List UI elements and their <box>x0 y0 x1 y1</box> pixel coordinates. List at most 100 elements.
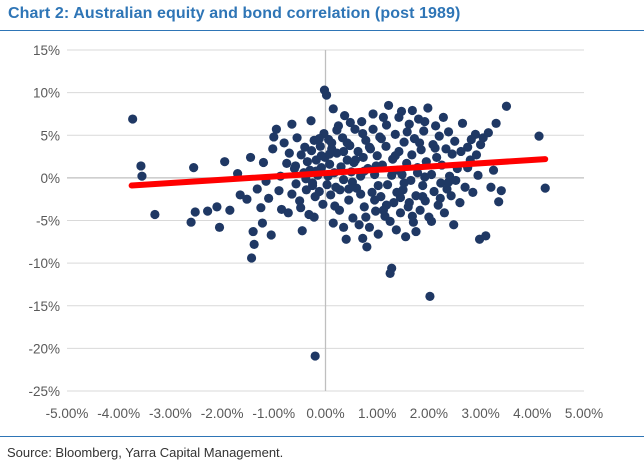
data-point <box>364 222 375 232</box>
data-point <box>307 178 318 188</box>
data-point <box>330 201 340 211</box>
data-point <box>189 163 199 173</box>
data-point <box>248 226 258 237</box>
data-point <box>468 187 478 197</box>
data-point <box>391 225 401 235</box>
y-tick-label: 10% <box>33 86 60 101</box>
data-point <box>420 172 430 182</box>
data-point <box>235 190 245 200</box>
y-tick-label: -25% <box>28 384 60 399</box>
data-point <box>411 226 421 237</box>
data-point <box>501 101 512 111</box>
data-point <box>296 203 306 213</box>
data-point <box>358 128 368 139</box>
y-tick-label: -5% <box>36 214 60 229</box>
data-point <box>434 131 444 141</box>
data-point <box>415 205 425 215</box>
data-point <box>534 131 544 141</box>
data-point <box>353 146 363 157</box>
data-point <box>287 119 297 129</box>
data-point <box>354 220 364 230</box>
data-point <box>252 184 262 194</box>
data-point <box>282 158 292 168</box>
data-point <box>439 208 450 218</box>
data-point <box>401 232 411 242</box>
data-point <box>438 112 448 122</box>
x-tick-label: 0.00% <box>306 406 344 421</box>
y-tick-label: 5% <box>40 128 60 143</box>
data-point <box>359 202 369 212</box>
source-note: Source: Bloomberg, Yarra Capital Managem… <box>7 445 284 460</box>
data-point <box>425 291 435 301</box>
data-point <box>443 177 454 187</box>
data-point <box>350 155 361 165</box>
data-point <box>287 189 297 199</box>
x-tick-labels: -5.00% -4.00% -3.00% -2.00% -1.00% 0.00% 1.00%… <box>46 406 604 421</box>
data-point <box>420 117 430 127</box>
x-tick-label: 1.00% <box>358 406 396 421</box>
data-point <box>245 152 256 163</box>
data-point <box>302 157 313 167</box>
data-point <box>436 178 446 188</box>
data-point <box>242 194 252 204</box>
data-point <box>256 203 266 213</box>
data-points <box>128 85 550 361</box>
data-point <box>325 159 335 169</box>
data-point <box>306 116 316 126</box>
data-point <box>419 126 429 136</box>
data-point <box>407 211 417 221</box>
trendline-group <box>128 156 549 189</box>
data-point <box>340 111 350 121</box>
data-point <box>321 90 332 100</box>
data-point <box>214 222 225 232</box>
data-point <box>481 231 491 241</box>
data-point <box>345 117 355 128</box>
data-point <box>373 229 383 239</box>
x-tick-label: 3.00% <box>461 406 499 421</box>
data-point <box>271 124 281 134</box>
data-point <box>404 197 414 208</box>
data-point <box>376 134 386 144</box>
data-point <box>335 185 345 195</box>
data-point <box>358 152 368 163</box>
data-point <box>292 133 302 143</box>
data-point <box>397 169 407 180</box>
data-point <box>315 141 325 151</box>
data-point <box>471 150 482 160</box>
data-point <box>348 213 358 223</box>
data-point <box>368 109 378 119</box>
data-point <box>429 186 439 197</box>
data-point <box>128 114 138 124</box>
data-point <box>373 180 383 191</box>
data-point <box>306 145 317 156</box>
x-tick-label: -5.00% <box>46 406 89 421</box>
data-point <box>441 144 451 154</box>
data-point <box>383 100 394 111</box>
data-point <box>407 105 417 116</box>
data-point <box>381 120 392 130</box>
title-rule <box>0 30 644 31</box>
data-point <box>394 112 404 122</box>
data-point <box>372 151 382 161</box>
data-point <box>344 184 354 194</box>
data-point <box>325 149 335 159</box>
data-point <box>361 212 371 222</box>
source-rule <box>0 436 644 437</box>
data-point <box>137 171 147 181</box>
gridlines <box>67 49 584 392</box>
data-point <box>488 165 499 175</box>
data-point <box>356 189 366 199</box>
x-tick-label: 2.00% <box>410 406 448 421</box>
data-point <box>309 212 319 222</box>
x-tick-label: -4.00% <box>97 406 140 421</box>
x-tick-label: -2.00% <box>201 406 244 421</box>
data-point <box>387 170 397 180</box>
data-point <box>344 195 354 205</box>
data-point <box>186 217 196 227</box>
data-point <box>414 138 425 148</box>
data-point <box>491 118 501 128</box>
x-tick-label: 4.00% <box>513 406 551 421</box>
y-tick-label: 15% <box>33 43 60 58</box>
data-point <box>473 170 483 180</box>
data-point <box>385 216 395 226</box>
